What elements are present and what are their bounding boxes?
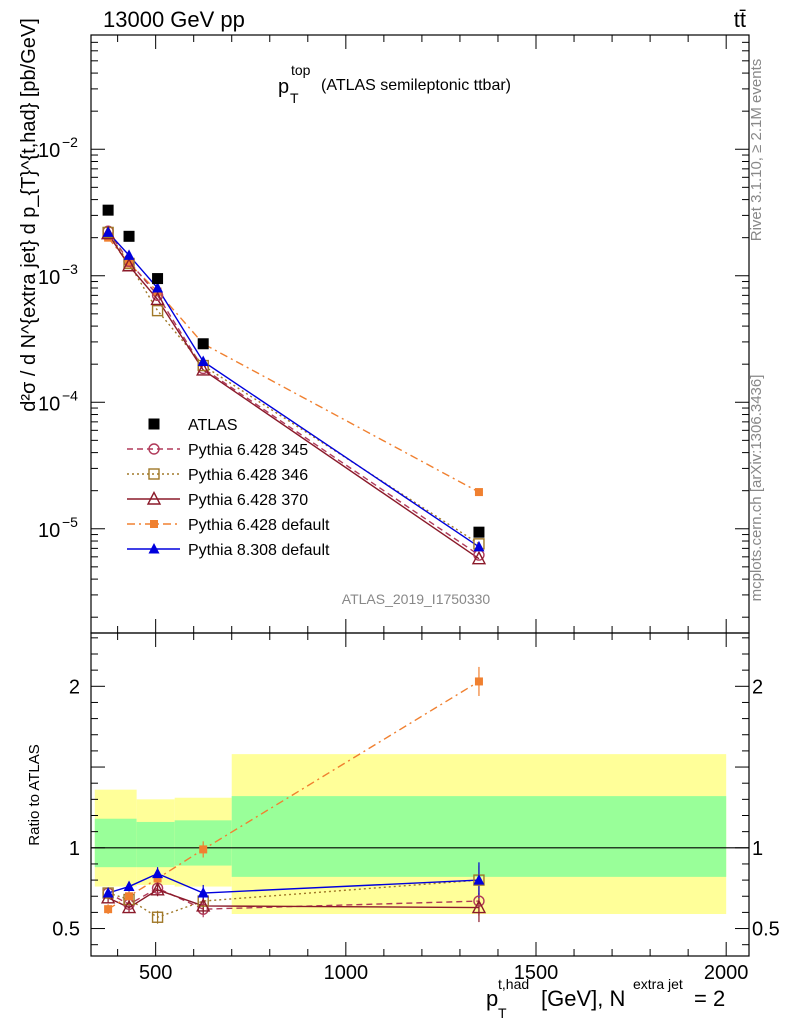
main-point-3	[196, 361, 211, 376]
ratio-ytick-label-right: 2	[752, 676, 763, 698]
plot-title: p top T (ATLAS semileptonic ttbar)	[278, 62, 511, 106]
legend-marker-2	[148, 468, 160, 480]
main-point-0	[152, 273, 164, 285]
ytick-label-exp: −4	[62, 387, 78, 403]
main-point-0	[197, 338, 209, 350]
xlabel-sup2: extra jet	[633, 976, 683, 992]
main-point-5	[197, 355, 209, 366]
main-point-5	[473, 540, 485, 552]
process-label: tt̄	[734, 7, 746, 32]
xtick-label: 2000	[704, 962, 749, 984]
title-rest: (ATLAS semileptonic ttbar)	[321, 77, 511, 94]
ratio-point-3	[153, 874, 162, 883]
ratio-point-3	[125, 892, 134, 901]
xlabel-main: p	[486, 986, 498, 1011]
energy-label: 13000 GeV pp	[103, 7, 245, 32]
legend-label-0: ATLAS	[188, 417, 238, 434]
xtick-label: 1000	[324, 962, 369, 984]
ratio-ytick-label-left: 1	[69, 838, 80, 860]
ratio-line-0	[107, 887, 479, 910]
ratio-ylabel: Ratio to ATLAS	[26, 744, 43, 845]
ratio-point-1	[151, 911, 164, 923]
xlabel-tail: = 2	[694, 986, 725, 1011]
legend-label-1: Pythia 6.428 345	[188, 442, 308, 459]
xlabel-sup: t,had	[498, 976, 529, 992]
ratio-point-4	[473, 874, 485, 885]
ratio-ytick-label-left: 2	[69, 676, 80, 698]
main-point-4	[474, 488, 483, 497]
ratio-point-3	[474, 677, 483, 686]
ratio-point-4	[197, 887, 209, 898]
ratio-point-2	[196, 897, 211, 912]
ratio-point-2	[150, 881, 165, 896]
main-point-2	[151, 304, 164, 317]
ratio-point-2	[121, 899, 137, 914]
ratio-point-3	[199, 845, 208, 854]
xtick-label: 1500	[514, 962, 559, 984]
legend-marker-5	[148, 543, 160, 554]
xtick-label: 500	[139, 962, 172, 984]
ytick-label-main: 10	[38, 140, 60, 162]
legend-marker-3	[146, 490, 162, 505]
ratio-point-2	[471, 899, 487, 914]
ratio-ytick-label-right: 1	[752, 838, 763, 860]
ytick-label-exp: −5	[62, 514, 78, 530]
legend-label-4: Pythia 6.428 default	[188, 517, 330, 534]
main-ylabel: d²σ / d N^{extra jet} d p_{T}^{t,had} [p…	[18, 18, 40, 412]
title-main: p	[278, 76, 289, 98]
ratio-ytick-label-left: 0.5	[52, 919, 80, 941]
xlabel-sub: T	[498, 1005, 507, 1021]
legend-marker-1	[148, 443, 160, 455]
main-point-0	[473, 526, 485, 538]
ytick-label-main: 10	[38, 520, 60, 542]
legend-label-2: Pythia 6.428 346	[188, 467, 308, 484]
ratio-ytick-label-right: 0.5	[752, 919, 780, 941]
legend-marker-0	[148, 418, 160, 430]
ratio-bands	[94, 754, 727, 915]
main-point-0	[123, 230, 135, 242]
title-sup: top	[291, 62, 311, 78]
main-point-4	[125, 259, 134, 268]
ratio-point-3	[104, 905, 113, 914]
legend-label-3: Pythia 6.428 370	[188, 492, 308, 509]
band-green-1	[136, 821, 175, 868]
analysis-id: ATLAS_2019_I1750330	[342, 591, 491, 607]
main-point-5	[102, 226, 114, 237]
axis-ticks	[91, 34, 749, 956]
ratio-point-4	[102, 887, 114, 898]
main-point-0	[102, 204, 114, 216]
band-green-0	[94, 818, 137, 868]
legend-label-5: Pythia 8.308 default	[188, 542, 330, 559]
main-point-5	[123, 249, 135, 260]
mcplots-label: mcplots.cern.ch [arXiv:1306.3436]	[748, 375, 765, 602]
main-series-markers	[100, 204, 487, 565]
ytick-label-main: 10	[38, 267, 60, 289]
legend-marker-4	[150, 520, 158, 528]
main-point-3	[471, 550, 487, 565]
rivet-label: Rivet 3.1.10, ≥ 2.1M events	[748, 59, 765, 242]
xlabel-text: [GeV], N	[541, 986, 625, 1011]
main-point-3	[150, 291, 165, 306]
ytick-label-exp: −3	[62, 261, 78, 277]
ratio-point-4	[123, 880, 135, 892]
legend: ATLAS Pythia 6.428 345 Pythia 6.428 346 Pyt…	[127, 417, 330, 559]
ratio-point-4	[152, 867, 164, 879]
main-series-lines	[107, 230, 480, 560]
ratio-frame	[90, 632, 750, 957]
x-axis-label: p t,had T [GeV], N extra jet = 2	[486, 976, 725, 1021]
ytick-label-exp: −2	[62, 134, 78, 150]
title-sub: T	[290, 90, 299, 106]
main-point-5	[152, 282, 164, 293]
main-line-3	[107, 233, 480, 560]
ytick-label-main: 10	[38, 393, 60, 415]
main-point-3	[121, 257, 137, 272]
ratio-series-markers	[100, 677, 487, 923]
ratio-point-0	[473, 895, 485, 907]
